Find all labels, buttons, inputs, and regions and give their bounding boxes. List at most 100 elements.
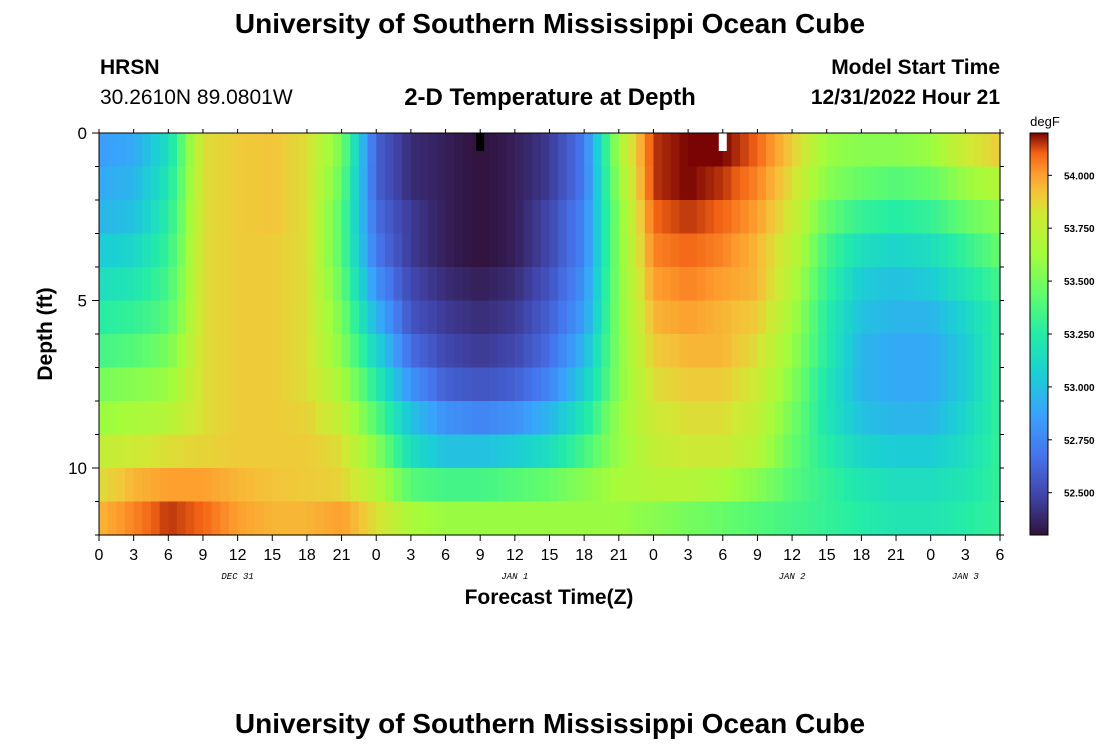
heatmap-cell: [948, 468, 958, 503]
heatmap-cell: [575, 468, 585, 503]
heatmap-cell: [185, 401, 195, 436]
heatmap-cell: [419, 200, 429, 235]
heatmap-cell: [757, 166, 767, 201]
heatmap-cell: [592, 334, 603, 369]
heatmap-cell: [133, 166, 143, 201]
heatmap-cell: [272, 468, 282, 503]
heatmap-cell: [705, 133, 715, 168]
heatmap-cell: [870, 434, 880, 469]
heatmap-cell: [298, 233, 308, 268]
heatmap-cell: [150, 401, 161, 436]
x-tick-label: 3: [129, 547, 138, 564]
heatmap-cell: [150, 233, 161, 268]
station-name: HRSN: [100, 56, 160, 79]
heatmap-cell: [315, 334, 325, 369]
heatmap-cell: [731, 166, 741, 201]
heatmap-cell: [636, 434, 646, 469]
heatmap-cell: [913, 300, 923, 335]
heatmap-cell: [532, 166, 542, 201]
heatmap-cell: [142, 300, 152, 335]
heatmap-cell: [575, 200, 585, 235]
heatmap-cell: [861, 233, 871, 268]
heatmap-cell: [324, 468, 334, 503]
x-tick-label: 6: [441, 547, 450, 564]
heatmap-cell: [696, 200, 707, 235]
heatmap-cell: [150, 501, 161, 536]
heatmap-cell: [376, 501, 386, 536]
x-tick-label: 21: [333, 547, 351, 564]
heatmap-cell: [480, 367, 490, 402]
heatmap-cell: [627, 501, 637, 536]
heatmap-cell: [653, 133, 663, 168]
heatmap-cell: [549, 300, 559, 335]
heatmap-cell: [818, 267, 828, 302]
heatmap-cell: [306, 334, 317, 369]
heatmap-cell: [592, 233, 603, 268]
heatmap-cell: [592, 200, 603, 235]
heatmap-cell: [748, 501, 759, 536]
heatmap-cell: [263, 501, 273, 536]
heatmap-cell: [324, 501, 334, 536]
heatmap-cell: [956, 133, 966, 168]
heatmap-cell: [228, 401, 239, 436]
heatmap-cell: [558, 334, 568, 369]
colorbar-tick-label: 53.750: [1064, 224, 1095, 235]
heatmap-cell: [150, 367, 161, 402]
heatmap-cell: [852, 133, 862, 168]
heatmap-cell: [410, 233, 421, 268]
heatmap-cell: [861, 401, 871, 436]
heatmap-cell: [419, 401, 429, 436]
heatmap-cell: [809, 468, 819, 503]
heatmap-cell: [705, 334, 715, 369]
x-tick-label: 0: [95, 547, 104, 564]
heatmap-cell: [471, 200, 481, 235]
heatmap-cell: [826, 267, 836, 302]
heatmap-cell: [298, 166, 308, 201]
heatmap-cell: [384, 468, 395, 503]
heatmap-cell: [549, 468, 559, 503]
heatmap-cell: [202, 200, 213, 235]
heatmap-cell: [792, 367, 802, 402]
heatmap-cell: [280, 133, 291, 168]
heatmap-cell: [237, 367, 247, 402]
heatmap-cell: [904, 401, 914, 436]
heatmap-cell: [982, 233, 992, 268]
heatmap-cell: [965, 133, 975, 168]
heatmap-cell: [852, 334, 862, 369]
heatmap-cell: [454, 233, 464, 268]
heatmap-cell: [956, 434, 966, 469]
heatmap-cell: [402, 401, 412, 436]
heatmap-cell: [974, 334, 984, 369]
x-tick-label: 15: [541, 547, 559, 564]
heatmap-cell: [358, 300, 369, 335]
heatmap-cell: [133, 334, 143, 369]
heatmap-cell: [774, 200, 785, 235]
heatmap-cell: [618, 501, 629, 536]
heatmap-cell: [159, 468, 169, 503]
heatmap-cell: [523, 133, 533, 168]
heatmap-cell: [194, 166, 204, 201]
heatmap-cell: [549, 166, 559, 201]
heatmap-cell: [202, 501, 213, 536]
heatmap-cell: [523, 434, 533, 469]
heatmap-cell: [488, 501, 499, 536]
heatmap-cell: [159, 501, 169, 536]
heatmap-cell: [393, 166, 403, 201]
heatmap-cell: [410, 434, 421, 469]
heatmap-cell: [636, 133, 646, 168]
heatmap-cell: [506, 233, 516, 268]
heatmap-cell: [228, 367, 239, 402]
heatmap-cell: [861, 501, 871, 536]
heatmap-cell: [393, 200, 403, 235]
heatmap-cell: [506, 300, 516, 335]
heatmap-cell: [800, 401, 811, 436]
heatmap-cell: [107, 300, 117, 335]
heatmap-cell: [714, 434, 724, 469]
heatmap-cell: [523, 334, 533, 369]
heatmap-cell: [211, 200, 221, 235]
heatmap-cell: [731, 501, 741, 536]
heatmap-cell: [991, 267, 1001, 302]
heatmap-cell: [688, 200, 698, 235]
heatmap-cell: [896, 367, 906, 402]
heatmap-cell: [566, 468, 577, 503]
